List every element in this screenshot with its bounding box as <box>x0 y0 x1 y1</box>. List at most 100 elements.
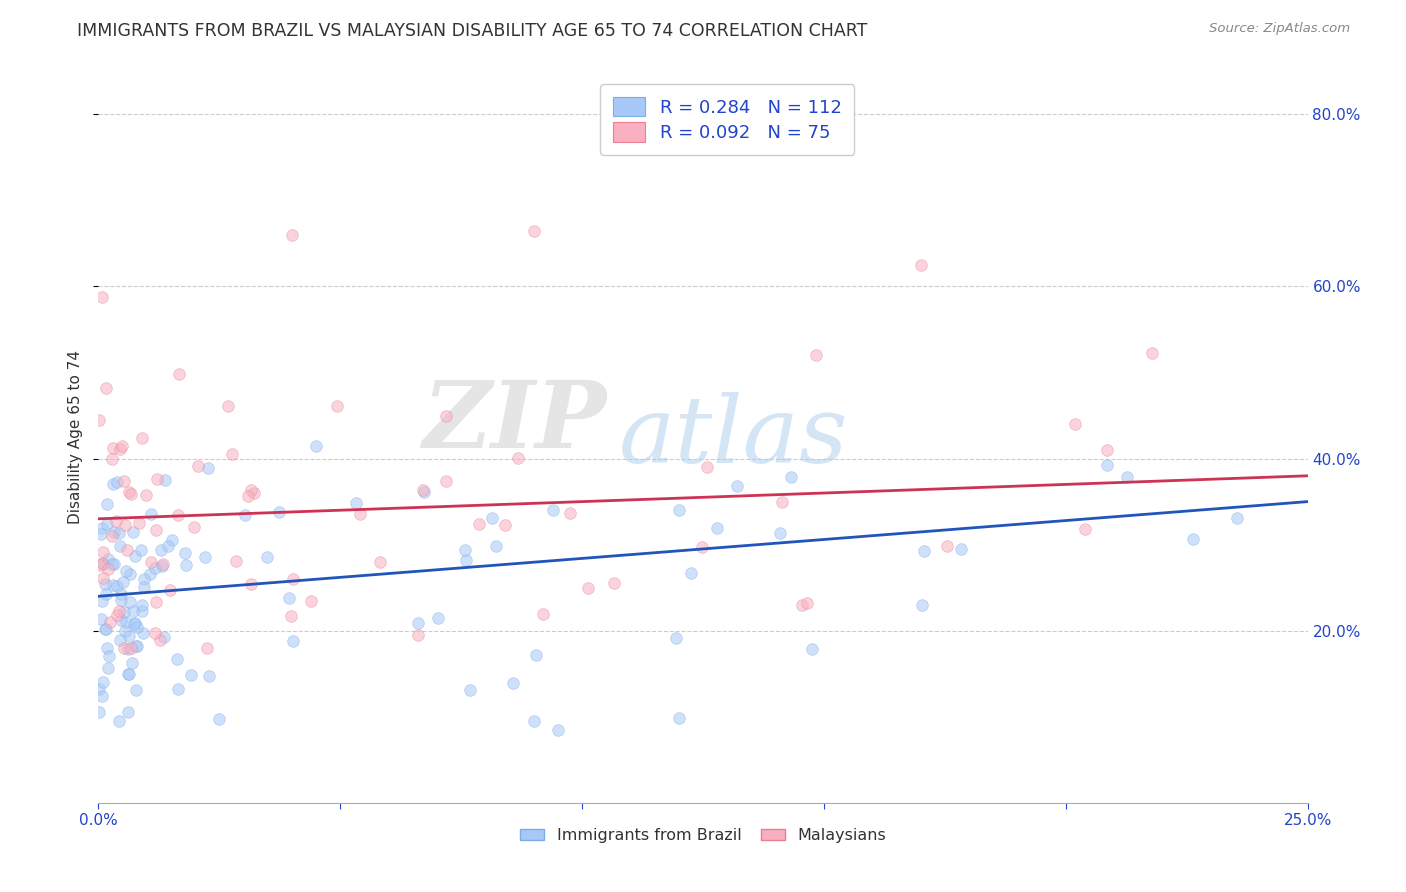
Point <box>194 550 217 565</box>
Point <box>100 557 122 571</box>
Point <box>111 574 134 589</box>
Point <box>96 516 118 531</box>
Point <box>160 533 183 548</box>
Point <box>159 582 181 597</box>
Point <box>1064 417 1087 432</box>
Point <box>120 640 142 655</box>
Point <box>103 557 125 571</box>
Point <box>128 516 150 530</box>
Point <box>281 634 304 648</box>
Legend: Immigrants from Brazil, Malaysians: Immigrants from Brazil, Malaysians <box>513 822 893 850</box>
Text: Source: ZipAtlas.com: Source: ZipAtlas.com <box>1209 22 1350 36</box>
Point <box>131 543 153 558</box>
Point <box>412 485 434 500</box>
Point <box>150 559 173 574</box>
Point <box>112 475 135 489</box>
Point <box>576 582 599 596</box>
Point <box>153 474 176 488</box>
Point <box>305 439 328 453</box>
Point <box>280 609 302 624</box>
Point <box>156 539 179 553</box>
Point <box>506 450 529 465</box>
Point <box>94 382 117 396</box>
Point <box>217 400 239 414</box>
Point <box>427 611 450 625</box>
Point <box>240 483 263 497</box>
Point <box>772 495 794 509</box>
Point <box>277 591 299 605</box>
Point <box>174 546 197 560</box>
Point <box>91 556 114 570</box>
Point <box>101 477 124 491</box>
Point <box>502 676 524 690</box>
Point <box>108 539 131 553</box>
Point <box>796 596 818 610</box>
Point <box>665 631 688 645</box>
Point <box>101 442 124 456</box>
Point <box>114 517 136 532</box>
Point <box>131 604 153 618</box>
Point <box>117 705 139 719</box>
Point <box>603 575 626 590</box>
Point <box>131 431 153 445</box>
Point <box>91 571 114 585</box>
Point <box>1116 470 1139 484</box>
Point <box>91 521 114 535</box>
Point <box>166 652 188 666</box>
Point <box>523 223 546 237</box>
Point <box>541 503 564 517</box>
Point <box>89 412 111 426</box>
Point <box>145 595 167 609</box>
Point <box>105 475 128 489</box>
Point <box>110 593 132 607</box>
Point <box>103 524 125 539</box>
Point <box>122 604 145 618</box>
Point <box>89 558 111 573</box>
Point <box>124 549 146 563</box>
Point <box>108 714 131 728</box>
Point <box>101 528 124 542</box>
Point <box>124 615 146 630</box>
Point <box>120 567 142 582</box>
Point <box>706 521 728 535</box>
Point <box>225 554 247 568</box>
Point <box>117 543 139 558</box>
Point <box>267 505 290 519</box>
Point <box>132 625 155 640</box>
Point <box>118 485 141 500</box>
Point <box>118 629 141 643</box>
Point <box>221 447 243 461</box>
Point <box>696 459 718 474</box>
Point <box>97 552 120 566</box>
Point <box>167 508 190 523</box>
Point <box>183 520 205 534</box>
Point <box>97 562 120 576</box>
Point <box>108 632 131 647</box>
Point <box>114 640 136 655</box>
Point <box>149 543 172 558</box>
Point <box>197 460 219 475</box>
Point <box>679 566 702 581</box>
Point <box>141 556 163 570</box>
Point <box>112 606 135 620</box>
Point <box>101 578 124 592</box>
Point <box>132 580 155 594</box>
Point <box>434 409 457 423</box>
Point <box>121 657 143 671</box>
Point <box>299 594 322 608</box>
Point <box>146 472 169 486</box>
Point <box>460 683 482 698</box>
Point <box>105 607 128 622</box>
Point <box>114 624 136 638</box>
Point <box>547 723 569 737</box>
Point <box>236 489 259 503</box>
Point <box>96 497 118 511</box>
Point <box>911 598 934 612</box>
Point <box>149 632 172 647</box>
Point <box>368 555 391 569</box>
Point <box>139 508 162 522</box>
Point <box>90 690 112 704</box>
Point <box>484 539 506 553</box>
Point <box>180 667 202 681</box>
Point <box>91 675 114 690</box>
